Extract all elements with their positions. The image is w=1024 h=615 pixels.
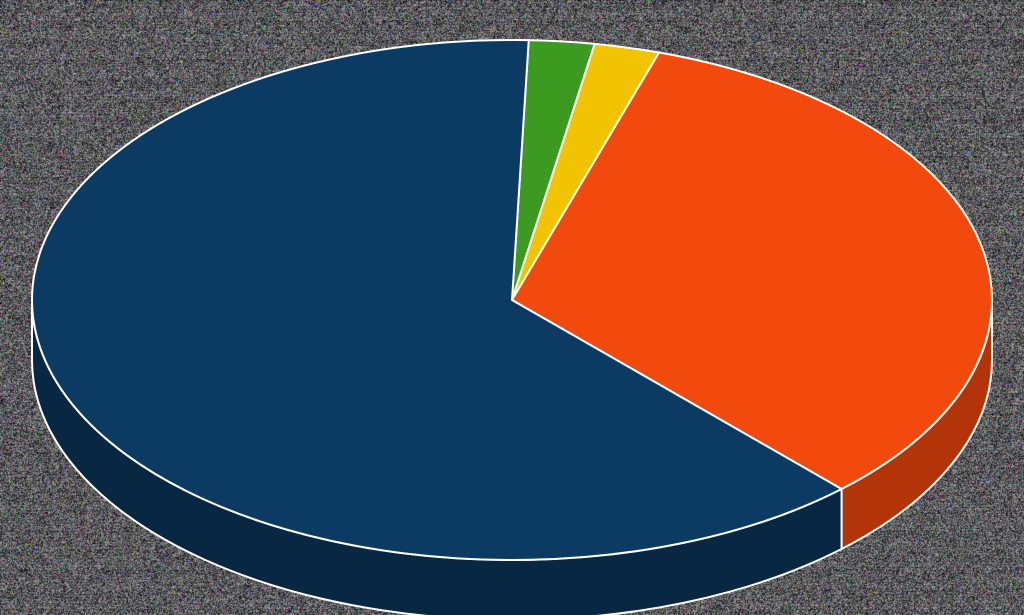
chart-stage xyxy=(0,0,1024,615)
pie-chart-3d xyxy=(0,0,1024,615)
